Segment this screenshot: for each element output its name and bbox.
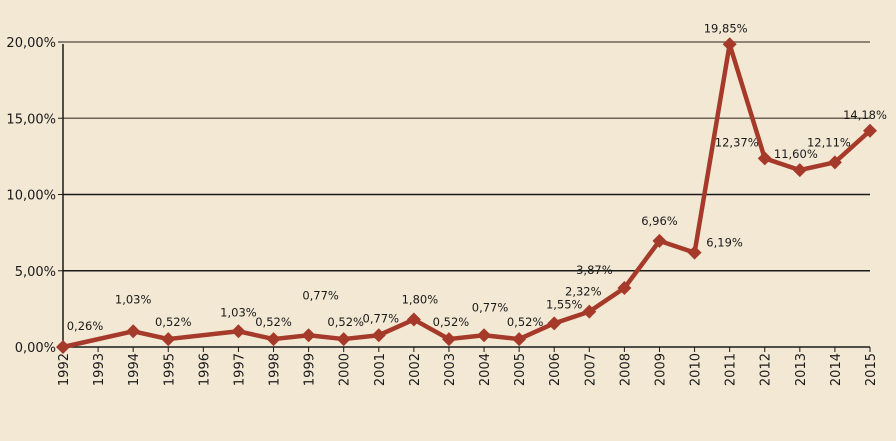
data-label: 11,60% (774, 147, 818, 161)
diamond-marker (722, 37, 737, 52)
x-axis: 1992 1993 1994 1995 1996 1997 1998 1999 2000 2001… (57, 346, 879, 386)
diamond-marker (792, 163, 807, 178)
x-tick-label: 2000 (338, 353, 353, 386)
diamond-marker (687, 245, 702, 260)
y-tick-label: 0,00% (15, 341, 56, 356)
x-tick-label: 1996 (197, 353, 212, 386)
data-label: 1,80% (402, 293, 439, 307)
diamond-marker (406, 312, 421, 327)
x-tick-label: 2010 (689, 353, 704, 386)
diamond-marker (56, 340, 70, 354)
diamond-marker (441, 332, 456, 347)
x-tick-label: 2006 (548, 353, 563, 386)
data-label: 0,52% (433, 315, 470, 329)
data-series (56, 37, 877, 354)
y-axis: 0,00% 5,00% 10,00% 15,00% 20,00% (6, 36, 64, 356)
data-label: 6,19% (706, 236, 743, 250)
x-tick-label: 2001 (373, 353, 388, 386)
data-labels: 1,03%0,52%1,03%0,52%0,77%0,52%0,77%1,80%… (67, 21, 887, 333)
x-tick-label: 2002 (408, 353, 423, 386)
diamond-marker (582, 304, 597, 319)
data-label: 0,52% (255, 315, 292, 329)
data-label: 0,52% (327, 315, 364, 329)
gridlines (63, 41, 870, 272)
x-tick-label: 2007 (583, 353, 598, 386)
diamond-marker (301, 328, 316, 343)
data-label: 1,55% (546, 297, 583, 311)
diamond-marker (371, 328, 386, 343)
x-tick-label: 2015 (864, 353, 879, 386)
x-tick-label: 1994 (127, 353, 142, 386)
data-label: 0,77% (363, 311, 400, 325)
diamond-marker (477, 328, 492, 343)
x-tick-label: 2012 (759, 353, 774, 386)
x-tick-label: 1999 (303, 353, 318, 386)
x-tick-label: 1997 (232, 353, 247, 386)
data-label: 3,87% (576, 263, 613, 277)
y-tick-label: 5,00% (15, 265, 56, 280)
data-label: 12,37% (715, 135, 759, 149)
data-label: 12,11% (807, 135, 851, 149)
y-tick-label: 15,00% (6, 112, 56, 127)
diamond-marker (652, 233, 667, 248)
diamond-marker (161, 332, 176, 347)
data-label: 0,26% (67, 319, 104, 333)
data-label: 14,18% (843, 108, 887, 122)
x-tick-label: 2005 (513, 353, 528, 386)
diamond-marker (266, 332, 281, 347)
data-label: 1,03% (115, 292, 152, 306)
x-tick-label: 2011 (724, 353, 739, 386)
x-tick-label: 1995 (162, 353, 177, 386)
diamond-marker (512, 332, 527, 347)
diamond-marker (547, 316, 562, 331)
diamond-marker (231, 324, 246, 339)
diamond-marker (863, 123, 877, 138)
x-tick-label: 2003 (443, 353, 458, 386)
diamond-marker (617, 280, 632, 295)
x-tick-label: 2009 (653, 353, 668, 386)
x-tick-label: 1998 (268, 353, 283, 386)
diamond-marker (757, 151, 772, 166)
data-label: 0,52% (507, 315, 544, 329)
data-label: 1,03% (220, 305, 257, 319)
data-label: 0,77% (472, 300, 509, 314)
x-tick-label: 2004 (478, 353, 493, 386)
data-label: 6,96% (641, 214, 678, 228)
y-tick-label: 20,00% (6, 36, 56, 51)
diamond-marker (827, 155, 842, 170)
x-tick-label: 2014 (829, 353, 844, 386)
x-tick-label: 1992 (57, 353, 72, 386)
data-label: 2,32% (565, 285, 602, 299)
x-tick-label: 2013 (794, 353, 809, 386)
data-label: 19,85% (704, 21, 748, 35)
diamond-marker (126, 324, 141, 339)
data-label: 0,52% (155, 315, 192, 329)
data-label: 0,77% (302, 288, 339, 302)
x-tick-label: 1993 (92, 353, 107, 386)
x-tick-label: 2008 (618, 353, 633, 386)
series-line (62, 42, 872, 350)
y-tick-label: 10,00% (6, 189, 56, 204)
diamond-marker (336, 332, 351, 347)
